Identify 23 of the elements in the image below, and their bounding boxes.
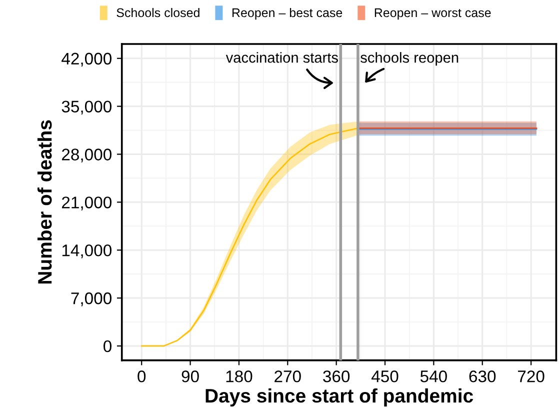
x-tick-label: 90 xyxy=(182,370,199,382)
x-tick-label: 0 xyxy=(138,370,146,382)
x-tick-label: 360 xyxy=(323,370,350,382)
y-tick-label: 28,000 xyxy=(62,148,112,162)
y-tick-label: 0 xyxy=(104,340,112,352)
x-tick-label: 180 xyxy=(226,370,252,382)
legend-label: Reopen – worst case xyxy=(374,8,491,20)
ref-line-label: schools reopen xyxy=(360,52,458,66)
legend-label: Reopen – best case xyxy=(232,8,342,20)
x-tick-label: 270 xyxy=(274,370,301,382)
y-tick-label: 7,000 xyxy=(71,292,112,306)
y-tick-label: 35,000 xyxy=(62,100,112,114)
legend-label: Schools closed xyxy=(116,8,200,18)
x-tick-label: 630 xyxy=(469,370,496,382)
ref-line-label: vaccination starts xyxy=(226,52,338,63)
x-tick-label: 720 xyxy=(518,370,544,382)
x-tick-label: 540 xyxy=(420,370,447,382)
x-tick-label: 450 xyxy=(371,370,398,382)
y-tick-label: 21,000 xyxy=(62,196,112,210)
x-axis-title: Days since start of pandemic xyxy=(206,388,474,406)
y-axis-title: Number of deaths xyxy=(37,120,52,284)
y-tick-label: 14,000 xyxy=(62,244,112,258)
y-tick-label: 42,000 xyxy=(62,52,112,67)
